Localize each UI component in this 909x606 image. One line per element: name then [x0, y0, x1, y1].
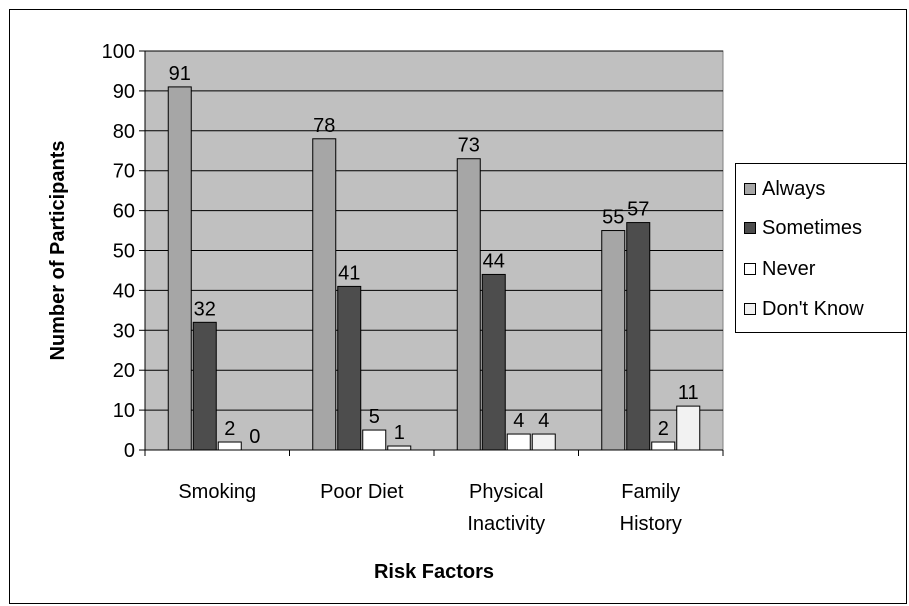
- y-tick-label: 50: [113, 241, 135, 263]
- legend-label-never: Never: [762, 257, 816, 280]
- bar-always: [312, 138, 337, 451]
- legend-label-always: Always: [762, 177, 826, 200]
- data-label: 44: [483, 250, 505, 272]
- bar-never: [651, 441, 676, 451]
- data-label: 4: [538, 410, 549, 432]
- x-tick-label: Family: [621, 481, 680, 503]
- bar-always: [456, 158, 481, 451]
- bar-never: [217, 441, 242, 451]
- x-axis-title: Risk Factors: [374, 561, 494, 583]
- legend-item-dont-know: Don't Know: [744, 298, 864, 320]
- y-tick-label: 40: [113, 280, 135, 302]
- data-label: 78: [313, 115, 335, 137]
- bar-don-t-know: [531, 433, 556, 451]
- x-tick-label: Physical: [469, 481, 543, 503]
- data-label: 2: [658, 418, 669, 440]
- data-label: 91: [169, 63, 191, 85]
- data-label: 1: [394, 422, 405, 444]
- data-label: 11: [678, 382, 699, 404]
- y-tick-label: 0: [124, 440, 135, 462]
- data-label: 5: [369, 406, 380, 428]
- data-label: 32: [194, 298, 216, 320]
- y-tick-label: 80: [113, 121, 135, 143]
- data-label: 57: [627, 199, 649, 221]
- bar-sometimes: [481, 273, 506, 451]
- bar-never: [506, 433, 531, 451]
- data-label: 73: [458, 135, 480, 157]
- bar-never: [362, 429, 387, 451]
- y-tick-label: 90: [113, 81, 135, 103]
- y-tick-label: 30: [113, 320, 135, 342]
- bar-always: [167, 86, 192, 451]
- data-label: 4: [513, 410, 524, 432]
- legend: Always Sometimes Never Don't Know: [735, 163, 907, 333]
- bar-sometimes: [337, 285, 362, 451]
- data-label: 2: [224, 418, 235, 440]
- bar-always: [601, 230, 626, 451]
- legend-item-never: Never: [744, 258, 815, 280]
- y-tick-label: 70: [113, 161, 135, 183]
- y-tick-label: 60: [113, 201, 135, 223]
- x-tick-label: Inactivity: [467, 513, 545, 535]
- bar-don-t-know: [387, 445, 412, 451]
- legend-swatch-dont-know: [744, 303, 756, 315]
- bar-sometimes: [192, 321, 217, 451]
- x-tick-label: History: [620, 513, 682, 535]
- x-tick-label: Poor Diet: [320, 481, 404, 503]
- y-tick-label: 10: [113, 400, 135, 422]
- legend-label-dont-know: Don't Know: [762, 297, 864, 320]
- legend-item-always: Always: [744, 178, 825, 200]
- legend-swatch-never: [744, 263, 756, 275]
- y-tick-label: 100: [102, 41, 135, 63]
- y-axis-title: Number of Participants: [47, 140, 69, 360]
- data-label: 41: [338, 262, 360, 284]
- data-label: 0: [249, 426, 260, 448]
- data-label: 55: [602, 207, 624, 229]
- legend-swatch-always: [744, 183, 756, 195]
- legend-label-sometimes: Sometimes: [762, 216, 863, 239]
- legend-item-sometimes: Sometimes: [744, 217, 862, 239]
- bar-don-t-know: [676, 405, 701, 451]
- legend-swatch-sometimes: [744, 222, 756, 234]
- y-tick-label: 20: [113, 360, 135, 382]
- x-tick-label: Smoking: [178, 481, 256, 503]
- bar-sometimes: [626, 222, 651, 451]
